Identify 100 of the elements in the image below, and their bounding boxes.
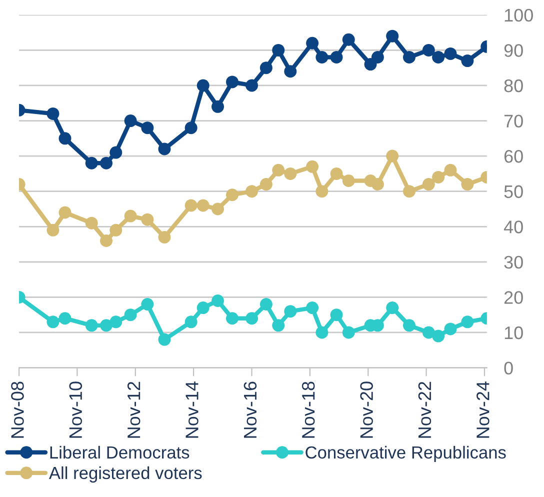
point: [196, 79, 210, 92]
point: [422, 44, 435, 56]
point: [284, 305, 297, 318]
x-tick-label: Nov-14: [186, 382, 198, 438]
point: [316, 51, 328, 64]
point: [402, 319, 416, 332]
point: [184, 199, 198, 212]
x-tick-label: Nov-10: [69, 382, 82, 438]
x-tick-label: Nov-12: [127, 382, 140, 438]
point: [342, 33, 355, 46]
y-tick-label: 80: [504, 79, 523, 92]
point: [196, 302, 210, 314]
point: [58, 312, 72, 325]
point: [422, 326, 435, 339]
point: [260, 298, 272, 311]
point: [371, 178, 384, 191]
point: [330, 308, 343, 322]
point: [158, 142, 171, 156]
point: [330, 51, 343, 64]
y-tick-label: 50: [504, 185, 523, 198]
y-tick-label: 30: [504, 256, 523, 269]
point: [100, 234, 112, 247]
point: [226, 76, 238, 88]
point: [110, 224, 122, 236]
point: [444, 322, 457, 336]
point: [402, 51, 416, 64]
point: [306, 160, 319, 173]
y-tick-label: 60: [504, 150, 523, 163]
x-tick-label: Nov-24: [476, 382, 490, 438]
point: [110, 316, 122, 328]
point: [272, 319, 285, 332]
point: [272, 44, 285, 56]
point: [212, 294, 224, 307]
point: [371, 51, 384, 64]
point: [212, 100, 224, 113]
point: [85, 319, 98, 332]
point: [85, 156, 98, 170]
point: [46, 316, 60, 328]
y-tick-label: 70: [504, 114, 523, 128]
point: [100, 156, 112, 170]
y-tick-label: 40: [504, 220, 523, 234]
point: [444, 47, 457, 60]
point: [141, 122, 154, 134]
point: [422, 178, 435, 191]
point: [110, 146, 122, 159]
point: [306, 302, 319, 314]
point: [246, 312, 258, 325]
y-tick-label: 100: [504, 8, 533, 22]
point: [330, 167, 343, 180]
point: [444, 164, 457, 176]
x-tick-label: Nov-16: [244, 382, 257, 438]
point: [284, 65, 297, 78]
point: [158, 230, 171, 244]
point: [386, 150, 399, 162]
point: [184, 122, 198, 134]
legend-label: Conservative Republicans: [306, 446, 506, 462]
point: [85, 216, 98, 230]
point: [124, 114, 137, 128]
point: [46, 224, 60, 236]
point: [158, 333, 171, 346]
point: [124, 308, 137, 322]
point: [226, 188, 238, 202]
x-tick-label: Nov-08: [11, 382, 24, 438]
x-tick-label: Nov-20: [360, 382, 373, 438]
point: [316, 185, 328, 198]
point: [124, 210, 137, 222]
point: [402, 185, 416, 198]
point: [342, 326, 355, 339]
point: [260, 178, 272, 191]
point: [386, 30, 399, 42]
point: [432, 330, 445, 342]
x-tick-label: Nov-18: [302, 382, 315, 438]
y-tick-label: 0: [504, 362, 513, 374]
point: [184, 316, 198, 328]
point: [141, 213, 154, 226]
point: [342, 174, 355, 188]
y-tick-label: 20: [504, 291, 523, 304]
y-tick-label: 10: [504, 326, 523, 340]
point: [432, 170, 445, 184]
y-tick-label: 90: [504, 44, 523, 57]
point: [432, 51, 445, 64]
point: [226, 312, 238, 325]
point: [272, 164, 285, 176]
point: [246, 79, 258, 92]
point: [284, 167, 297, 180]
point: [316, 326, 328, 339]
point: [386, 302, 399, 314]
legend-label: Liberal Democrats: [50, 446, 190, 459]
legend-label: All registered voters: [48, 466, 202, 483]
point: [58, 206, 72, 219]
point: [141, 298, 154, 311]
point: [196, 199, 210, 212]
point: [461, 316, 474, 328]
point: [461, 178, 474, 191]
point: [306, 36, 319, 50]
x-tick-label: Nov-22: [418, 382, 432, 438]
point: [246, 185, 258, 198]
point: [46, 107, 60, 120]
point: [58, 132, 72, 145]
point: [212, 202, 224, 216]
